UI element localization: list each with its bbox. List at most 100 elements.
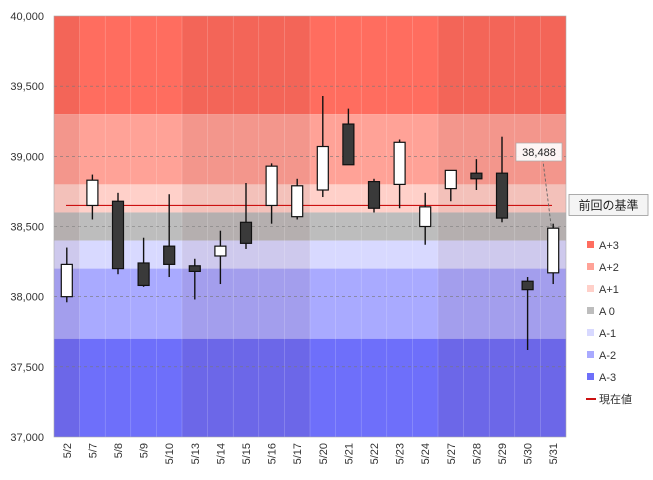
- candle-body-down: [163, 245, 176, 265]
- band-a-3: [54, 338, 566, 437]
- legend-swatch: [587, 329, 594, 336]
- legend: A+3 A+2 A+1 A 0 A-1 A-2 A-3 現在値: [586, 240, 632, 406]
- y-tick-label: 37,500: [10, 362, 44, 374]
- x-tick-label: 5/9: [139, 443, 151, 458]
- legend-label: A-3: [599, 372, 616, 384]
- x-tick-label: 5/7: [87, 443, 99, 458]
- legend-item-a+2: A+2: [587, 262, 619, 274]
- candle-5/31: [547, 223, 560, 285]
- candle-body-up: [214, 245, 227, 257]
- x-tick-label: 5/14: [215, 443, 227, 464]
- legend-label: A+2: [599, 262, 619, 274]
- candle-5/13: [188, 258, 201, 300]
- reference-line-layer: 前回の基準: [66, 194, 649, 216]
- legend-swatch: [587, 351, 594, 358]
- candle-body-down: [367, 180, 381, 209]
- candles-layer: [60, 95, 560, 350]
- candle-body-up: [547, 227, 560, 274]
- candle-5/30: [521, 277, 534, 350]
- y-tick-label: 38,500: [10, 222, 44, 234]
- legend-label: A+1: [599, 284, 619, 296]
- candle-body-up: [291, 185, 304, 218]
- candle-5/17: [291, 178, 304, 220]
- x-tick-label: 5/31: [548, 443, 560, 464]
- candle-body-down: [137, 262, 150, 287]
- candle-5/14: [214, 230, 227, 285]
- legend-swatch: [587, 307, 594, 314]
- candle-body-down: [521, 280, 534, 291]
- legend-swatch: [587, 263, 594, 270]
- callout-leader: [542, 160, 552, 227]
- legend-item-a-1: A-1: [587, 328, 616, 340]
- reference-label-box: [568, 194, 649, 216]
- candle-body-up: [60, 263, 73, 298]
- candle-body-down: [111, 200, 125, 270]
- candle-body-up: [316, 145, 329, 191]
- reference-label: 前回の基準: [578, 197, 638, 212]
- candle-body-down: [342, 123, 355, 166]
- candle-body-up: [393, 141, 406, 186]
- candle-5/29: [495, 136, 509, 223]
- plot-frame: [53, 15, 567, 438]
- x-tick-label: 5/28: [471, 443, 483, 464]
- candle-5/27: [444, 169, 457, 202]
- candle-body-up: [419, 206, 432, 228]
- legend-item-a-2: A-2: [587, 350, 616, 362]
- legend-item-a-3: A-3: [587, 372, 616, 384]
- y-tick-label: 37,000: [10, 432, 44, 444]
- x-tick-label: 5/30: [523, 443, 535, 464]
- candle-5/7: [86, 174, 99, 220]
- candle-5/10: [163, 194, 176, 278]
- candle-body-down: [239, 221, 253, 244]
- y-tick-label: 40,000: [10, 11, 44, 23]
- candle-5/20: [316, 95, 329, 198]
- x-tick-label: 5/16: [267, 443, 279, 464]
- x-tick-label: 5/23: [395, 443, 407, 464]
- x-tick-label: 5/2: [62, 443, 74, 458]
- y-tick-label: 38,000: [10, 292, 44, 304]
- candle-body-down: [188, 265, 201, 273]
- candle-body-up: [86, 179, 99, 207]
- legend-swatch: [587, 241, 594, 248]
- x-tick-label: 5/27: [446, 443, 458, 464]
- x-tick-label: 5/17: [292, 443, 304, 464]
- x-tick-label: 5/24: [420, 443, 432, 464]
- legend-label: A-1: [599, 328, 616, 340]
- band-a+1: [54, 184, 566, 213]
- candle-body-down: [495, 172, 509, 219]
- legend-item-a0: A 0: [587, 306, 615, 318]
- x-tick-label: 5/10: [164, 443, 176, 464]
- legend-label: A-2: [599, 350, 616, 362]
- candle-5/16: [265, 163, 278, 224]
- candle-body-up: [265, 165, 278, 207]
- week-shade: [438, 16, 566, 437]
- candle-5/15: [239, 182, 253, 249]
- candle-5/23: [393, 139, 406, 209]
- legend-label: A+3: [599, 240, 619, 252]
- candle-5/22: [367, 178, 381, 213]
- candle-body-down: [470, 172, 483, 180]
- callout-layer: 38,488: [515, 142, 563, 227]
- y-axis: 37,000 37,500 38,000 38,500 39,000 39,500 40,0…: [10, 11, 44, 444]
- candle-5/2: [60, 247, 73, 303]
- legend-item-a+3: A+3: [587, 240, 619, 252]
- callout-box: [515, 142, 563, 162]
- y-tick-label: 39,500: [10, 81, 44, 93]
- x-tick-label: 5/13: [190, 443, 202, 464]
- band-layer: [54, 16, 566, 437]
- candle-5/21: [342, 108, 355, 166]
- x-tick-label: 5/22: [369, 443, 381, 464]
- legend-label: A 0: [599, 306, 615, 318]
- grid-layer: [53, 15, 567, 438]
- candle-body-up: [444, 169, 457, 190]
- band-a+3: [54, 16, 566, 115]
- legend-swatch: [587, 285, 594, 292]
- candle-5/9: [137, 237, 150, 287]
- x-tick-label: 5/20: [318, 443, 330, 464]
- y-tick-label: 39,000: [10, 151, 44, 163]
- candle-5/28: [470, 159, 483, 191]
- x-tick-label: 5/21: [343, 443, 355, 464]
- callout-value: 38,488: [522, 147, 556, 159]
- candle-5/8: [111, 192, 125, 275]
